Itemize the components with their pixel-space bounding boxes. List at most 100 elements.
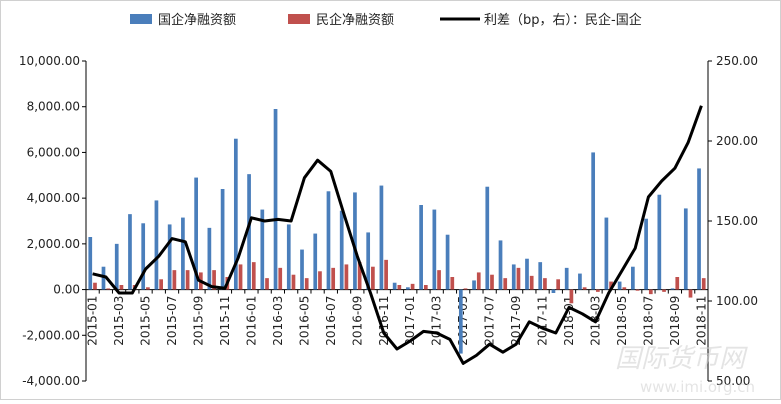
y-left-tick-label: -2,000.00 [22, 328, 80, 342]
legend: 国企净融资额 民企净融资额 利差（bp，右）：民企-国企 [130, 12, 642, 28]
y-left-tick-label: 2,000.00 [27, 237, 80, 251]
bar-soe [194, 177, 198, 290]
bar-private [701, 278, 706, 290]
bar-private [159, 279, 163, 290]
bar-private [410, 283, 415, 290]
bar-private [238, 264, 243, 290]
bar-private [251, 262, 256, 290]
bar-soe [591, 152, 596, 290]
bar-soe [538, 262, 543, 290]
bar-soe [697, 168, 701, 290]
x-tick-label: 2016-11 [377, 296, 391, 346]
x-tick-label: 2015-03 [112, 296, 126, 346]
x-tick-label: 2018-09 [668, 296, 682, 346]
bar-private [503, 278, 508, 290]
bar-private [582, 287, 587, 290]
x-tick-label: 2015-05 [139, 296, 153, 346]
bar-soe [101, 266, 106, 290]
bar-private [265, 278, 269, 290]
bar-private [437, 270, 441, 290]
bar-soe [167, 224, 172, 290]
bar-private [490, 274, 494, 290]
bar-private [529, 275, 534, 290]
bar-soe [233, 138, 238, 290]
y-left-tick-label: 10,000.00 [19, 54, 80, 68]
bar-soe [485, 186, 490, 290]
legend-swatch-private [288, 14, 310, 24]
x-tick-label: 2017-05 [456, 296, 470, 346]
y-right-tick-label: 100.00 [716, 294, 758, 308]
bar-private [609, 281, 613, 290]
bar-private [331, 267, 336, 290]
bar-soe [578, 273, 582, 290]
bar-private [675, 277, 680, 290]
bar-soe [472, 280, 476, 290]
bar-private [119, 285, 124, 290]
bar-private [384, 259, 388, 290]
bar-private [635, 289, 640, 291]
bar-private [106, 288, 111, 290]
bar-private [318, 271, 322, 290]
y-right-tick-label: 150.00 [716, 214, 758, 228]
x-tick-label: 2015-09 [191, 296, 205, 346]
bar-private [344, 264, 349, 290]
bar-private [516, 267, 521, 290]
x-tick-label: 2016-07 [324, 296, 338, 346]
legend-label-soe: 国企净融资额 [158, 12, 236, 28]
bar-soe [207, 227, 212, 290]
bar-soe [326, 191, 331, 290]
y-left-tick-label: -4,000.00 [22, 374, 80, 388]
bar-soe [511, 264, 516, 290]
line-spread [92, 105, 703, 365]
bar-private [291, 274, 296, 290]
bar-private [688, 289, 693, 298]
x-tick-label: 2018-11 [694, 296, 708, 346]
x-tick-label: 2016-09 [350, 296, 364, 346]
bar-soe [445, 234, 450, 290]
y-left-tick-label: 0.00 [53, 283, 80, 297]
bar-soe [273, 109, 278, 290]
x-tick-label: 2015-01 [86, 296, 100, 346]
bar-soe [657, 194, 662, 290]
bar-private [371, 266, 375, 290]
watermark: 国际货币网 www.imi.org.cn [615, 344, 755, 396]
bar-soe [432, 209, 437, 290]
x-tick-label: 2017-03 [430, 296, 444, 346]
bar-private [569, 289, 574, 304]
bar-private [463, 288, 468, 290]
bar-soe [631, 266, 635, 290]
bar-soe [88, 237, 93, 290]
bar-soe [564, 267, 569, 290]
bar-soe [313, 233, 318, 290]
bar-soe [260, 209, 265, 290]
x-tick-label: 2018-07 [641, 296, 655, 346]
bar-soe [525, 258, 529, 290]
bar-soe [392, 282, 397, 290]
bar-soe [247, 174, 251, 290]
y-right-tick-label: 250.00 [716, 54, 758, 68]
legend-label-spread: 利差（bp，右）：民企-国企 [484, 12, 642, 28]
x-tick-label: 2017-11 [536, 296, 550, 346]
bar-private [212, 270, 216, 290]
bar-private [357, 262, 362, 290]
y-left-tick-label: 6,000.00 [27, 145, 80, 159]
bar-soe [286, 224, 291, 290]
y-left-tick-label: 8,000.00 [27, 100, 80, 114]
bar-soe [114, 243, 119, 290]
x-tick-label: 2016-05 [297, 296, 311, 346]
x-tick-label: 2017-09 [509, 296, 523, 346]
bar-private [596, 289, 600, 292]
bar-private [423, 285, 428, 290]
watermark-url: www.imi.org.cn [640, 378, 755, 396]
bar-private [476, 272, 481, 290]
x-tick-label: 2018-01 [562, 296, 576, 346]
legend-label-private: 民企净融资额 [316, 12, 394, 28]
bar-private [185, 270, 190, 290]
bar-soe [220, 189, 225, 290]
bar-soe [379, 185, 384, 290]
bar-soe [353, 192, 357, 290]
bar-private [662, 289, 666, 292]
bar-soe [683, 208, 688, 290]
x-tick-label: 2015-07 [165, 296, 179, 346]
